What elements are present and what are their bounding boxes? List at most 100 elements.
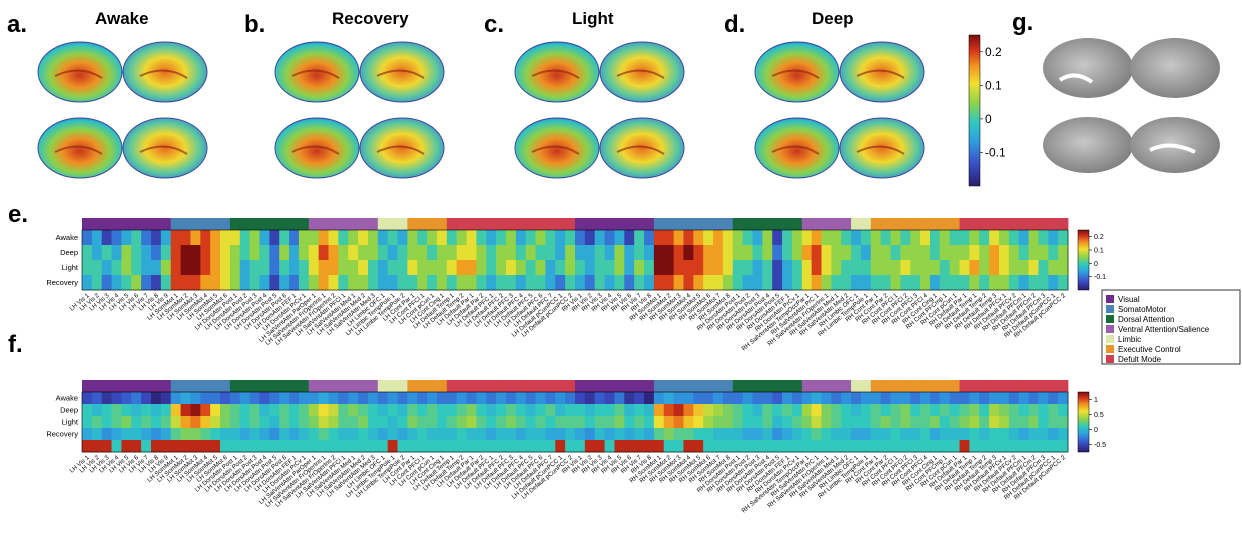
heat-cell <box>624 230 634 245</box>
network-cell <box>368 218 378 230</box>
network-cell <box>131 218 141 230</box>
heat-cell <box>496 404 506 416</box>
panel-letter: f. <box>8 331 23 358</box>
heat-cell <box>516 260 526 275</box>
heat-cell <box>92 392 102 404</box>
heat-cell <box>368 260 378 275</box>
network-cell <box>299 380 309 392</box>
heat-cell <box>536 230 546 245</box>
network-cell <box>1038 218 1048 230</box>
heat-cell <box>437 392 447 404</box>
heat-cell <box>723 428 733 440</box>
heat-cell <box>269 404 279 416</box>
heat-cell <box>457 230 467 245</box>
heat-cell <box>930 428 940 440</box>
panel-title: Awake <box>95 9 149 28</box>
network-cell <box>605 380 615 392</box>
heat-cell <box>82 440 92 452</box>
heat-cell <box>496 245 506 260</box>
network-cell <box>733 218 743 230</box>
heat-cell <box>299 428 309 440</box>
network-cell <box>555 218 565 230</box>
heat-cell <box>230 230 240 245</box>
heat-cell <box>378 260 388 275</box>
heat-cell <box>703 428 713 440</box>
heat-cell <box>752 275 762 290</box>
heat-cell <box>565 428 575 440</box>
heat-cell <box>506 392 516 404</box>
heat-cell <box>437 440 447 452</box>
heat-cell <box>338 392 348 404</box>
heat-cell <box>733 428 743 440</box>
network-cell <box>171 218 181 230</box>
network-cell <box>674 380 684 392</box>
heat-cell <box>792 416 802 428</box>
heat-cell <box>121 404 131 416</box>
heat-cell <box>851 245 861 260</box>
heat-cell <box>743 230 753 245</box>
heat-cell <box>220 275 230 290</box>
heat-cell <box>348 230 358 245</box>
network-cell <box>417 380 427 392</box>
heat-cell <box>348 275 358 290</box>
heat-cell <box>634 260 644 275</box>
heat-cell <box>82 275 92 290</box>
heat-cell <box>378 440 388 452</box>
network-cell <box>910 380 920 392</box>
heat-cell <box>309 230 319 245</box>
heat-cell <box>999 245 1009 260</box>
heat-cell <box>683 440 693 452</box>
heat-cell <box>417 404 427 416</box>
heat-cell <box>279 440 289 452</box>
heat-cell <box>624 440 634 452</box>
network-cell <box>812 218 822 230</box>
heat-cell <box>782 428 792 440</box>
heat-cell <box>545 245 555 260</box>
heat-cell <box>733 245 743 260</box>
heat-cell <box>329 245 339 260</box>
colorbar-label: 0.5 <box>1094 412 1104 419</box>
heat-cell <box>545 404 555 416</box>
heat-cell <box>891 440 901 452</box>
network-cell <box>831 380 841 392</box>
heat-cell <box>881 404 891 416</box>
network-cell <box>703 218 713 230</box>
heat-cell <box>250 245 260 260</box>
heat-cell <box>654 275 664 290</box>
heat-cell <box>1009 428 1019 440</box>
heat-cell <box>752 428 762 440</box>
heat-cell <box>831 440 841 452</box>
heat-cell <box>792 440 802 452</box>
heat-cell <box>644 440 654 452</box>
heat-cell <box>634 404 644 416</box>
heat-cell <box>299 404 309 416</box>
heat-cell <box>289 392 299 404</box>
heat-cell <box>812 230 822 245</box>
panel-title: Deep <box>812 9 854 28</box>
heat-cell <box>605 245 615 260</box>
heat-cell <box>151 245 161 260</box>
heat-cell <box>437 404 447 416</box>
heat-cell <box>299 392 309 404</box>
heat-cell <box>181 440 191 452</box>
colorbar-label: -0.1 <box>1094 274 1106 281</box>
heat-cell <box>683 230 693 245</box>
heat-cell <box>368 416 378 428</box>
heat-cell <box>545 428 555 440</box>
brain-surface <box>1043 38 1133 98</box>
heat-cell <box>891 404 901 416</box>
heat-cell <box>1009 416 1019 428</box>
network-cell <box>871 380 881 392</box>
heat-cell <box>999 230 1009 245</box>
network-cell <box>447 380 457 392</box>
heat-cell <box>1048 275 1058 290</box>
network-cell <box>851 218 861 230</box>
heat-cell <box>279 230 289 245</box>
heat-cell <box>822 404 832 416</box>
network-cell <box>141 380 151 392</box>
network-cell <box>861 218 871 230</box>
heat-cell <box>1058 428 1068 440</box>
heat-cell <box>141 440 151 452</box>
heat-cell <box>930 230 940 245</box>
heat-cell <box>427 230 437 245</box>
